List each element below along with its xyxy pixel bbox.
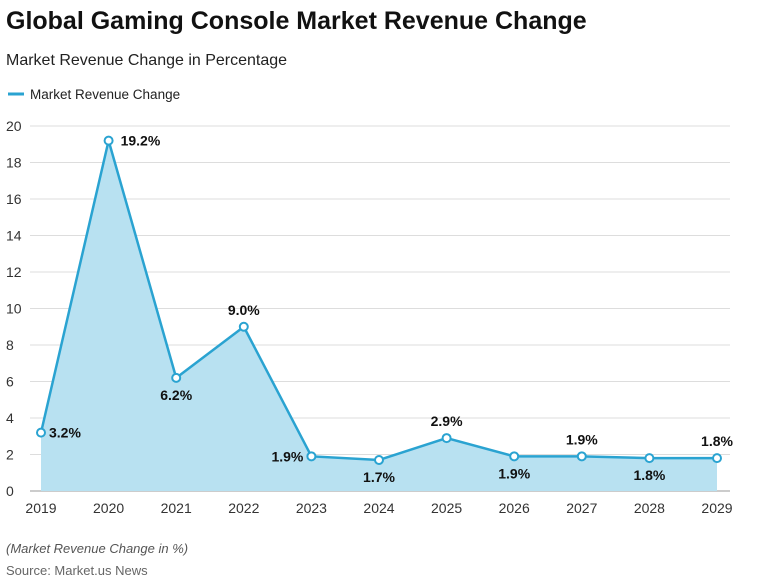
y-tick-label: 8 — [6, 337, 14, 353]
data-label: 1.8% — [633, 467, 665, 483]
y-tick-label: 6 — [6, 374, 14, 390]
x-tick-label: 2021 — [161, 500, 192, 516]
x-tick-label: 2027 — [566, 500, 597, 516]
x-tick-label: 2022 — [228, 500, 259, 516]
x-tick-label: 2025 — [431, 500, 462, 516]
data-point — [36, 427, 46, 438]
x-axis: 2019 2020 2021 2022 2023 2024 2025 2026 2027 2028… — [25, 500, 732, 516]
y-tick-label: 20 — [6, 118, 22, 134]
x-tick-label: 2028 — [634, 500, 665, 516]
data-point — [576, 451, 587, 462]
y-tick-label: 0 — [6, 483, 14, 499]
data-point — [374, 454, 384, 465]
data-point — [441, 433, 452, 444]
data-label: 9.0% — [228, 302, 260, 318]
data-point — [103, 135, 114, 146]
data-point — [171, 372, 182, 383]
legend-label: Market Revenue Change — [30, 87, 180, 102]
y-tick-label: 2 — [6, 447, 14, 463]
y-tick-label: 16 — [6, 191, 22, 207]
y-tick-label: 4 — [6, 410, 14, 426]
data-point — [644, 453, 655, 464]
data-label: 1.9% — [566, 431, 598, 447]
data-labels: 3.2% 19.2% 6.2% 9.0% 1.9% 1.7% 2.9% 1.9% 1.9% 1.8… — [49, 133, 734, 485]
chart-subtitle: Market Revenue Change in Percentage — [6, 52, 287, 69]
data-label: 1.7% — [363, 469, 395, 485]
x-tick-label: 2023 — [296, 500, 327, 516]
x-tick-label: 2020 — [93, 500, 124, 516]
data-label: 3.2% — [49, 425, 81, 441]
chart-note: (Market Revenue Change in %) — [6, 541, 188, 556]
series-area — [41, 140, 717, 491]
chart-source: Source: Market.us News — [6, 563, 148, 578]
chart-title: Global Gaming Console Market Revenue Cha… — [6, 7, 587, 35]
data-label: 1.9% — [498, 465, 530, 481]
legend: Market Revenue Change — [8, 87, 180, 102]
data-label: 2.9% — [431, 413, 463, 429]
y-tick-label: 14 — [6, 228, 22, 244]
y-tick-label: 18 — [6, 155, 22, 171]
data-label: 1.8% — [701, 433, 733, 449]
data-point — [306, 451, 317, 462]
y-tick-label: 12 — [6, 264, 22, 280]
data-points — [36, 135, 722, 465]
data-label: 19.2% — [121, 133, 161, 149]
y-tick-label: 10 — [6, 301, 22, 317]
x-tick-label: 2029 — [701, 500, 732, 516]
x-tick-label: 2026 — [499, 500, 530, 516]
data-label: 6.2% — [160, 387, 192, 403]
x-tick-label: 2024 — [363, 500, 394, 516]
data-label: 1.9% — [271, 448, 303, 464]
y-axis: 0 2 4 6 8 10 12 14 16 18 20 — [6, 118, 22, 499]
data-point — [509, 451, 520, 462]
x-tick-label: 2019 — [25, 500, 56, 516]
data-point — [712, 453, 722, 464]
data-point — [238, 321, 249, 332]
